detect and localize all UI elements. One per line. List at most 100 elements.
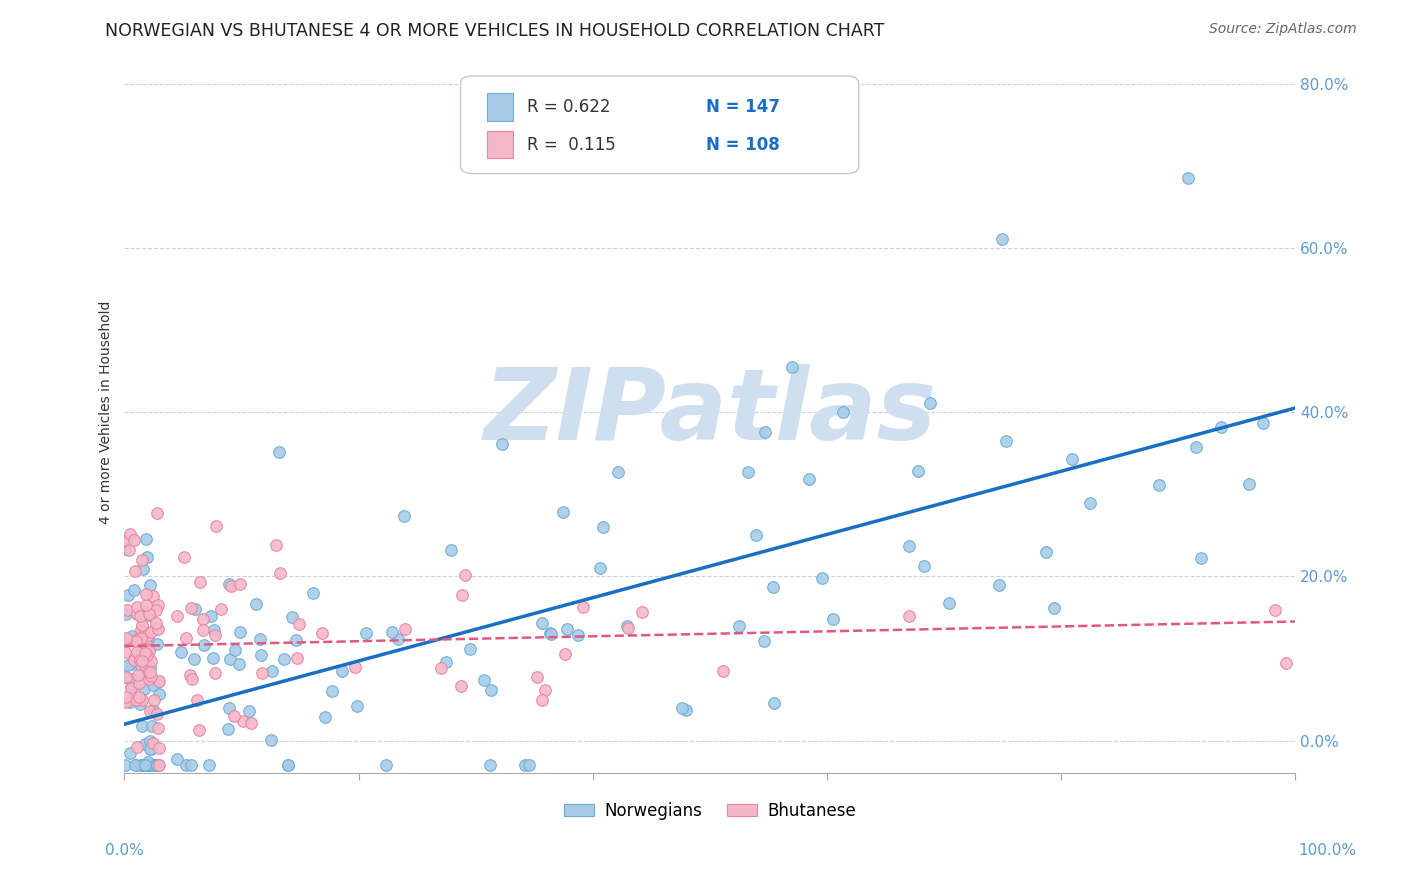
Point	[146, 721, 169, 735]
Point	[125, 633, 148, 648]
Point	[129, 632, 152, 646]
Point	[277, 758, 299, 772]
Point	[131, 618, 153, 632]
Text: N = 147: N = 147	[706, 98, 780, 116]
Point	[727, 619, 749, 633]
Point	[139, 625, 162, 640]
Point	[472, 673, 495, 688]
Point	[1078, 496, 1101, 510]
Point	[232, 714, 254, 728]
Point	[146, 506, 169, 520]
Point	[260, 664, 283, 678]
Point	[1177, 170, 1199, 185]
Point	[346, 698, 368, 713]
Point	[763, 696, 786, 710]
Point	[120, 681, 142, 695]
Point	[132, 758, 155, 772]
Point	[142, 758, 165, 772]
Point	[394, 623, 416, 637]
Point	[616, 621, 638, 635]
Point	[148, 758, 170, 772]
Point	[138, 607, 160, 622]
Point	[115, 695, 138, 709]
Point	[277, 758, 299, 772]
Point	[138, 608, 160, 623]
Point	[228, 657, 250, 671]
Point	[567, 628, 589, 642]
Point	[131, 718, 153, 732]
Text: 0.0%: 0.0%	[105, 843, 145, 858]
Point	[204, 628, 226, 642]
Point	[224, 708, 246, 723]
Point	[136, 756, 159, 770]
Text: R =  0.115: R = 0.115	[527, 136, 616, 153]
Point	[141, 669, 163, 683]
Point	[1035, 545, 1057, 559]
Point	[166, 609, 188, 624]
Point	[148, 675, 170, 690]
Point	[217, 723, 239, 737]
Point	[122, 533, 145, 547]
Point	[526, 670, 548, 684]
Point	[127, 607, 149, 622]
Point	[173, 550, 195, 565]
Point	[124, 758, 146, 772]
Point	[142, 678, 165, 692]
Point	[434, 655, 457, 669]
Point	[218, 701, 240, 715]
Point	[125, 739, 148, 754]
Point	[240, 716, 263, 731]
Point	[811, 571, 834, 585]
Point	[184, 602, 207, 616]
Point	[135, 532, 157, 546]
Point	[143, 758, 166, 772]
Point	[141, 654, 163, 668]
Point	[135, 587, 157, 601]
Point	[146, 706, 169, 721]
Point	[148, 673, 170, 688]
Point	[219, 651, 242, 665]
Point	[148, 741, 170, 756]
Point	[141, 719, 163, 733]
Point	[115, 690, 138, 705]
Point	[120, 746, 142, 760]
Point	[592, 520, 614, 534]
Point	[460, 641, 482, 656]
Point	[209, 602, 232, 616]
Point	[287, 617, 309, 632]
Point	[145, 615, 167, 630]
Point	[131, 654, 153, 668]
Point	[821, 612, 844, 626]
Point	[146, 598, 169, 612]
Point	[125, 631, 148, 645]
Point	[454, 567, 477, 582]
Point	[174, 758, 197, 772]
Point	[129, 698, 152, 712]
Point	[124, 758, 146, 772]
Point	[1211, 420, 1233, 434]
Point	[145, 621, 167, 635]
Point	[387, 632, 409, 646]
Point	[136, 550, 159, 565]
Point	[675, 702, 697, 716]
Point	[301, 586, 323, 600]
Point	[127, 632, 149, 647]
Point	[129, 758, 152, 772]
Point	[115, 607, 138, 622]
Point	[120, 681, 142, 695]
Point	[375, 758, 398, 772]
Point	[616, 619, 638, 633]
Point	[138, 665, 160, 680]
Point	[229, 576, 252, 591]
Point	[145, 602, 167, 616]
Point	[780, 359, 803, 374]
Point	[125, 645, 148, 659]
Point	[148, 758, 170, 772]
Point	[1062, 451, 1084, 466]
Point	[183, 652, 205, 666]
Point	[450, 679, 472, 693]
Point	[285, 651, 308, 665]
Point	[988, 578, 1011, 592]
Point	[1043, 601, 1066, 615]
Point	[1237, 476, 1260, 491]
